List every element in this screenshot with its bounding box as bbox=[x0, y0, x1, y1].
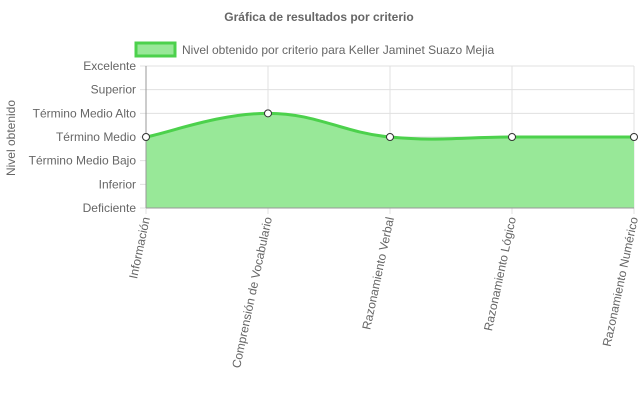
legend-label: Nivel obtenido por criterio para Keller … bbox=[182, 43, 494, 57]
y-tick-label: Excelente bbox=[83, 59, 136, 73]
y-tick-label: Término Medio Bajo bbox=[29, 154, 137, 168]
chart-title: Gráfica de resultados por criterio bbox=[224, 10, 413, 24]
data-points bbox=[142, 109, 638, 141]
y-tick-labels: Deficiente Inferior Término Medio Bajo Térm… bbox=[29, 59, 137, 215]
x-tick-label: Comprensión de Vocabulario bbox=[229, 215, 275, 369]
y-tick-label: Inferior bbox=[99, 177, 136, 191]
y-tick-label: Término Medio bbox=[56, 130, 136, 144]
y-tick-label: Deficiente bbox=[83, 201, 137, 215]
x-tick-label: Información bbox=[126, 216, 153, 280]
data-point[interactable] bbox=[142, 133, 150, 141]
x-tick-label: Razonamiento Verbal bbox=[359, 216, 397, 331]
data-point[interactable] bbox=[386, 133, 394, 141]
y-tick-label: Superior bbox=[91, 83, 136, 97]
x-tick-label: Razonamiento Lógico bbox=[481, 215, 519, 332]
x-tick-labels: Información Comprensión de Vocabulario Raz… bbox=[126, 215, 639, 369]
legend-swatch bbox=[134, 41, 177, 58]
data-point[interactable] bbox=[630, 133, 638, 141]
x-tick-label: Razonamiento Numérico bbox=[600, 215, 639, 347]
data-point[interactable] bbox=[508, 133, 516, 141]
y-tick-label: Término Medio Alto bbox=[33, 106, 137, 120]
data-point[interactable] bbox=[264, 109, 272, 118]
legend[interactable]: Nivel obtenido por criterio para Keller … bbox=[134, 41, 494, 58]
y-axis-title: Nivel obtenido bbox=[4, 100, 18, 176]
